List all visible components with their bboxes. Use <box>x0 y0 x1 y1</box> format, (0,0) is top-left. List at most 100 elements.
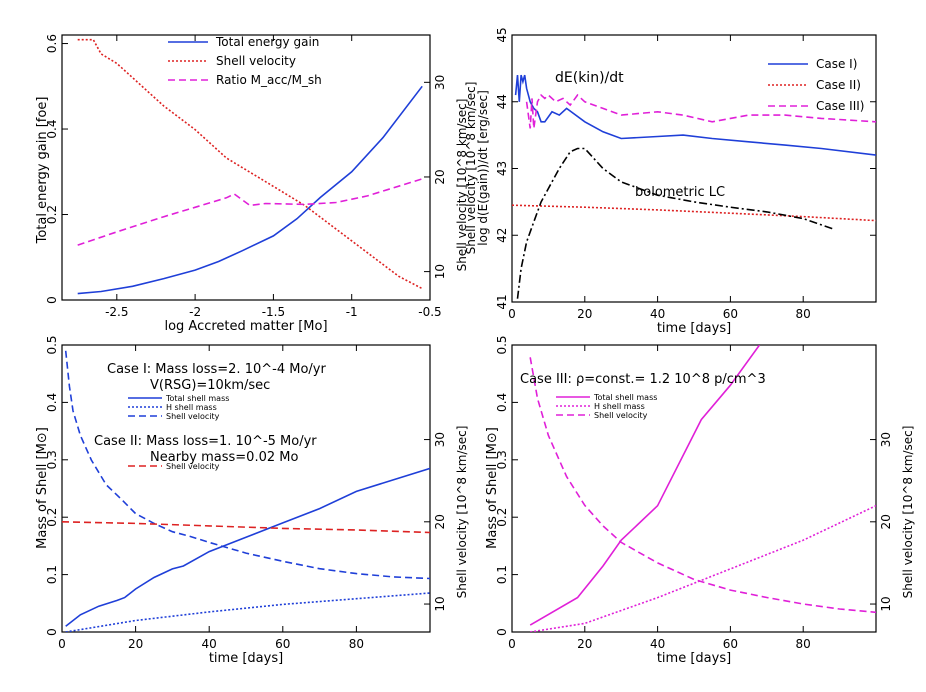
y2-tick-label: 30 <box>433 432 447 447</box>
x-tick-label: -1 <box>346 305 358 319</box>
panel-case-1-2: 0 20 40 60 80 0 0.1 0.2 0.3 0.4 0.5 10 20 30 Total sh… <box>35 335 469 666</box>
annotation-case1-vrsg: V(RSG)=10km/sec <box>150 378 270 393</box>
y2-tick-label: 30 <box>433 75 447 90</box>
x-tick-label: 80 <box>349 637 364 651</box>
x-tick-label: -2 <box>189 305 201 319</box>
y-tick-label: 0 <box>495 628 509 636</box>
y-tick-label: 0 <box>45 628 59 636</box>
x-tick-label: 40 <box>650 307 665 321</box>
panel-d-frame <box>511 344 877 633</box>
y-tick-label: 0.2 <box>495 508 509 527</box>
y-tick-label: 0.5 <box>495 335 509 354</box>
x-tick-label: -0.5 <box>418 305 441 319</box>
y2-tick-label: 20 <box>433 169 447 184</box>
annotation-bolometric-lc: bolometric LC <box>635 185 725 200</box>
panel-c-y2label: Shell velocity [10^8 km/sec] <box>455 426 469 599</box>
x-tick-label: 20 <box>128 637 143 651</box>
x-tick-label: 20 <box>577 637 592 651</box>
panel-d-ylabel: Mass of Shell [M⊙] <box>485 427 500 549</box>
legend-label: Case II) <box>816 78 861 92</box>
panel-d-xlabel: time [days] <box>657 651 731 666</box>
legend-label: Shell velocity <box>166 462 220 471</box>
series-h-shell-mass <box>65 592 430 632</box>
x-tick-label: 0 <box>508 307 516 321</box>
panel-a-ylabel: Total energy gain [foe] <box>35 97 50 245</box>
legend-label: H shell mass <box>166 403 217 412</box>
x-tick-label: -2.5 <box>105 305 128 319</box>
panel-b-xlabel: time [days] <box>657 321 731 336</box>
y-tick-label: 0.3 <box>45 450 59 469</box>
series-shell-velocity <box>529 357 876 614</box>
x-tick-label: 60 <box>723 307 738 321</box>
annotation-case1-mass-loss: Case I: Mass loss=2. 10^-4 Mo/yr <box>107 362 326 377</box>
panel-energy-gain: -2.5 -2 -1.5 -1 -0.5 0 0.2 0.4 0.6 10 20 30 Total e… <box>35 34 469 334</box>
legend-label: Case I) <box>816 57 857 71</box>
y-tick-label: 0.1 <box>45 565 59 584</box>
x-tick-label: 60 <box>723 637 738 651</box>
legend-label: H shell mass <box>594 402 645 411</box>
panel-b-ylabel: log d(E(gain))/dt [erg/sec] <box>476 90 490 245</box>
panel-dekin-dt: 0 20 40 60 80 41 42 43 44 45 Case I) Case II) Case … <box>464 27 877 336</box>
annotation-case3-density: Case III: ρ=const.= 1.2 10^8 p/cm^3 <box>520 372 766 387</box>
series-total-shell-mass <box>65 467 430 627</box>
y-tick-label: 0.5 <box>45 335 59 354</box>
y2-tick-label: 10 <box>433 264 447 279</box>
series-case-i <box>514 74 876 156</box>
legend-label: Total shell mass <box>593 393 657 402</box>
legend-label: Shell velocity <box>594 411 648 420</box>
panel-c-frame <box>61 344 431 633</box>
legend-label: Shell velocity <box>216 54 296 68</box>
series-case-ii <box>512 204 876 222</box>
x-tick-label: 0 <box>58 637 66 651</box>
y2-tick-label: 10 <box>433 596 447 611</box>
legend-label: Shell velocity <box>166 412 220 421</box>
y-tick-label: 43 <box>495 161 509 176</box>
y-tick-label: 0.4 <box>45 393 59 412</box>
y-tick-label: 0 <box>45 296 59 304</box>
series-shell-velocity <box>77 38 423 290</box>
x-tick-label: 20 <box>577 307 592 321</box>
x-tick-label: 40 <box>202 637 217 651</box>
x-tick-label: 0 <box>508 637 516 651</box>
legend-label: Ratio M_acc/M_sh <box>216 73 322 87</box>
y-tick-label: 0.6 <box>45 34 59 53</box>
panel-a-frame <box>61 34 431 301</box>
x-tick-label: 80 <box>796 307 811 321</box>
x-tick-label: 60 <box>275 637 290 651</box>
panel-c-ylabel: Mass of Shell [M⊙] <box>35 427 50 549</box>
y-tick-label: 0.4 <box>45 119 59 138</box>
panel-a-y2label: Shell velocity [10^8 km/sec] <box>455 99 469 272</box>
panel-d-y2label: Shell velocity [10^8 km/sec] <box>901 426 915 599</box>
annotation-case2-mass-loss: Case II: Mass loss=1. 10^-5 Mo/yr <box>94 434 317 449</box>
y-tick-label: 44 <box>495 94 509 109</box>
y2-tick-label: 10 <box>879 596 893 611</box>
annotation-case2-nearby-mass: Nearby mass=0.02 Mo <box>150 450 298 465</box>
series-total-energy-gain <box>77 85 423 295</box>
y-tick-label: 0.3 <box>495 450 509 469</box>
series-shell-velocity-case-ii <box>62 521 430 534</box>
series-bolometric-lc <box>516 147 833 299</box>
y-tick-label: 0.4 <box>495 393 509 412</box>
x-tick-label: 80 <box>796 637 811 651</box>
panel-case-3: 0 20 40 60 80 0 0.1 0.2 0.3 0.4 0.5 10 20 30 Total sh… <box>485 335 915 666</box>
y-tick-label: 41 <box>495 294 509 309</box>
series-ratio-m-acc-m-sh <box>77 178 423 246</box>
panel-c-xlabel: time [days] <box>209 651 283 666</box>
series-h-shell-mass <box>530 504 876 632</box>
y2-tick-label: 30 <box>879 432 893 447</box>
y2-tick-label: 20 <box>433 514 447 529</box>
series-total-shell-mass <box>529 345 761 626</box>
panel-b-title: dE(kin)/dt <box>555 70 624 86</box>
x-tick-label: -1.5 <box>262 305 285 319</box>
legend-label: Case III) <box>816 99 864 113</box>
y-tick-label: 0.1 <box>495 565 509 584</box>
y-tick-label: 0.2 <box>45 508 59 527</box>
y-tick-label: 42 <box>495 228 509 243</box>
y-tick-label: 45 <box>495 27 509 42</box>
series-shell-velocity-case-i <box>64 350 430 580</box>
panel-b-ylabel-extra: Shell velocity [10^8 km/sec] <box>464 82 478 255</box>
legend-label: Total shell mass <box>165 394 229 403</box>
legend-label: Total energy gain <box>215 35 319 49</box>
y-tick-label: 0.2 <box>45 205 59 224</box>
